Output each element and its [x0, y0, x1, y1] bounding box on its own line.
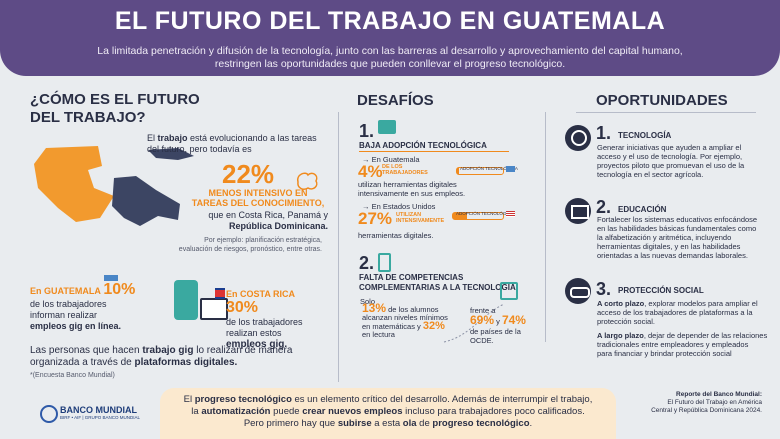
example-text: Por ejemplo: planificación estratégica, …	[178, 237, 322, 253]
left-heading-line-2: DEL TRABAJO?	[30, 109, 146, 126]
world-bank-globe-icon	[40, 405, 58, 423]
gt-workers-label: DE LOS TRABAJADORES	[382, 164, 428, 176]
island-shape	[148, 148, 194, 160]
region-shape	[112, 176, 180, 226]
dashed-arrow	[443, 303, 505, 343]
us-adoption-text: herramientas digitales.	[358, 231, 434, 240]
central-america-map	[34, 146, 194, 226]
right-heading-rule	[576, 112, 756, 113]
compare-text: que en Costa Rica, Panamá y República Do…	[208, 210, 328, 231]
world-bank-logo: BANCO MUNDIAL BIRF • AIF | GRUPO BANCO M…	[60, 405, 141, 420]
opportunity-1-text: Generar iniciativas que ayuden a ampliar…	[597, 143, 745, 179]
handshake-icon	[570, 287, 590, 298]
gt-adoption-bar-fill	[457, 168, 459, 174]
percent-22: 22%	[222, 159, 275, 189]
us-adoption-bar	[452, 212, 504, 220]
mid-heading: DESAFÍOS	[357, 92, 434, 109]
opportunity-3-title: PROTECCIÓN SOCIAL	[618, 286, 704, 295]
gt-gig-stat: En GUATEMALA 10% de los trabajadores inf…	[30, 281, 136, 331]
challenge-1-rule	[359, 151, 509, 152]
opportunity-2-text: Fortalecer los sistemas educativos enfoc…	[597, 215, 758, 260]
oecd-text: 69% y 74% de países de la OCDE.	[470, 313, 526, 345]
opportunity-2-number: 2.	[596, 197, 612, 217]
intro-text: El trabajo está evolucionando a las tare…	[147, 133, 317, 154]
students-text: 13% de los alumnos alcanzan niveles míni…	[362, 301, 448, 339]
page-subtitle: La limitada penetración y difusión de la…	[70, 45, 710, 71]
right-heading: OPORTUNIDADES	[596, 92, 728, 109]
opportunity-3-text-long: A largo plazo, dejar de depender de las …	[597, 331, 768, 358]
challenge-1-number: 1.	[359, 121, 375, 141]
guatemala-flag-icon	[104, 275, 118, 281]
challenge-2-number: 2.	[359, 253, 375, 273]
challenge-1-title: BAJA ADOPCIÓN TECNOLÓGICA	[359, 141, 487, 150]
opportunity-1-number: 1.	[596, 123, 612, 143]
opportunity-3-badge	[565, 278, 591, 304]
us-adoption-pct: 27%	[358, 209, 393, 228]
gt-flag-icon	[506, 166, 515, 172]
bottom-callout-text: El progreso tecnológico es un elemento c…	[183, 394, 593, 429]
globe-icon	[571, 130, 587, 146]
subtitle-line-2: restringen las oportunidades que pueden …	[214, 58, 566, 70]
challenge-2-title: FALTA DE COMPETENCIAS COMPLEMENTARIAS A L…	[359, 273, 516, 292]
laptop-icon	[200, 298, 228, 320]
gt-adoption-text: utilizan herramientas digitales intensiva…	[358, 180, 466, 198]
subtitle-line-1: La limitada penetración y difusión de la…	[97, 45, 683, 57]
us-flag-icon	[506, 211, 515, 217]
us-label: → En Estados Unidos	[362, 202, 436, 211]
divider-left	[338, 112, 339, 382]
screen-icon	[571, 205, 589, 219]
cr-gig-stat: En COSTA RICA 30% de los trabajadores re…	[226, 289, 303, 350]
opportunity-1-title: TECNOLOGÍA	[618, 131, 672, 140]
us-adoption-bar-fill	[453, 213, 467, 219]
gt-adoption-bar-label: ADOPCIÓN TECNOLÓGICA	[460, 166, 518, 171]
report-credit: Reporte del Banco Mundial: El Futuro del…	[651, 391, 762, 414]
bottom-callout	[160, 388, 616, 439]
knowledge-tasks-label: MENOS INTENSIVO EN TAREAS DEL CONOCIMIEN…	[191, 188, 325, 208]
divider-right	[545, 112, 546, 342]
opportunity-3-text-short: A corto plazo, explorar modelos para amp…	[597, 299, 758, 326]
opportunity-3-number: 3.	[596, 279, 612, 299]
us-adoption-bar-label: ADOPCIÓN TECNOLÓGICA	[456, 211, 514, 216]
brain-icon	[297, 172, 318, 190]
monitor-icon	[378, 120, 396, 134]
gt-adoption-pct: 4%	[358, 162, 383, 181]
source-note: *(Encuesta Banco Mundial)	[30, 372, 115, 379]
gt-adoption-bar	[456, 167, 504, 175]
mobile-icon	[378, 253, 391, 272]
page-title: EL FUTURO DEL TRABAJO EN GUATEMALA	[114, 7, 666, 35]
solo-label: Solo	[360, 297, 376, 306]
header-banner	[0, 0, 780, 76]
guatemala-shape	[34, 146, 114, 222]
book-icon	[500, 282, 518, 300]
left-heading: ¿CÓMO ES EL FUTURO DEL TRABAJO?	[30, 91, 200, 127]
gig-platforms-text: Las personas que hacen trabajo gig lo re…	[30, 345, 293, 368]
frente-label: frente a	[470, 306, 496, 315]
phone-icon	[174, 280, 198, 320]
us-use-label: UTILIZAN INTENSIVAMENTE	[396, 212, 445, 224]
gt-label: → En Guatemala	[362, 155, 420, 164]
opportunity-2-badge	[565, 198, 591, 224]
opportunity-2-title: EDUCACIÓN	[618, 205, 667, 214]
left-heading-line-1: ¿CÓMO ES EL FUTURO	[30, 91, 200, 108]
costa-rica-flag-icon	[215, 288, 225, 299]
